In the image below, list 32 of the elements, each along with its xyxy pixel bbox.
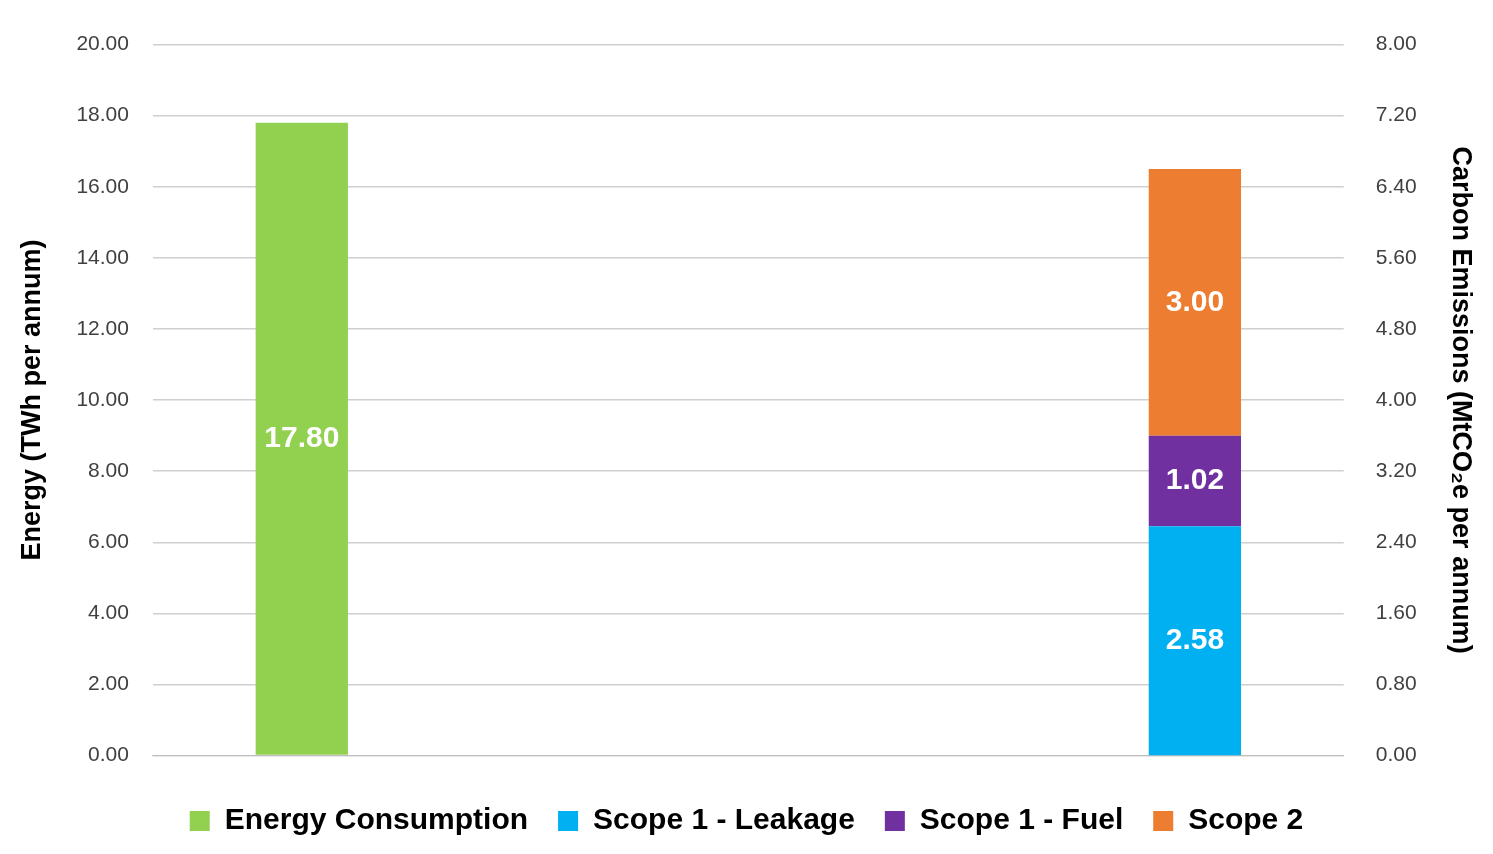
y2-tick-label: 0.80 xyxy=(1375,671,1417,695)
legend-label: Energy Consumption xyxy=(224,802,529,836)
y-axis-title: Energy (TWh per annum) xyxy=(15,239,46,561)
y2-tick-label: 5.60 xyxy=(1375,244,1417,268)
y-tick-label: 18.00 xyxy=(76,102,129,126)
legend-label: Scope 1 - Fuel xyxy=(919,802,1124,836)
y-tick-label: 4.00 xyxy=(88,600,129,624)
y2-tick-label: 4.80 xyxy=(1375,315,1417,339)
y-tick-label: 20.00 xyxy=(76,31,129,55)
data-label: 3.00 xyxy=(1165,283,1225,317)
y-tick-label: 16.00 xyxy=(76,173,129,197)
y2-tick-label: 3.20 xyxy=(1375,458,1417,481)
y2-tick-label: 4.00 xyxy=(1375,386,1417,410)
y-tick-label: 12.00 xyxy=(76,315,129,339)
data-label: 2.58 xyxy=(1165,622,1225,656)
y-tick-label: 6.00 xyxy=(88,529,129,553)
y2-tick-label: 2.40 xyxy=(1375,529,1417,553)
y-tick-label: 14.00 xyxy=(76,244,129,268)
y2-tick-label: 6.40 xyxy=(1375,173,1417,197)
legend-label: Scope 2 xyxy=(1188,802,1304,836)
y2-tick-label: 7.20 xyxy=(1375,102,1417,126)
y2-tick-label: 8.00 xyxy=(1375,31,1417,55)
y-tick-label: 0.00 xyxy=(88,742,129,766)
y2-tick-label: 1.60 xyxy=(1375,600,1417,624)
y-tick-label: 8.00 xyxy=(88,458,129,481)
y-tick-label: 10.00 xyxy=(76,386,129,410)
legend-label: Scope 1 - Leakage xyxy=(593,802,855,836)
y2-tick-label: 0.00 xyxy=(1375,742,1417,766)
y-tick-label: 2.00 xyxy=(88,671,129,695)
data-label: 17.80 xyxy=(264,420,340,454)
y2-axis-title: Carbon Emissions (MtCO₂e per annum) xyxy=(1447,146,1478,654)
data-label: 1.02 xyxy=(1165,462,1225,496)
